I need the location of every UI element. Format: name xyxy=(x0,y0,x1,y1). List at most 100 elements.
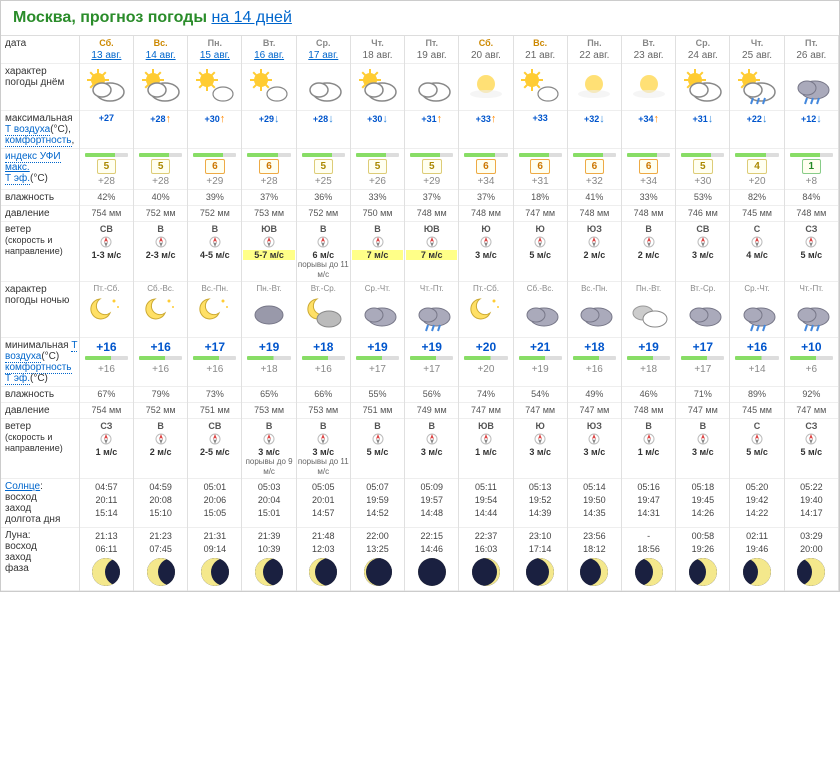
pressure-day: 750 мм xyxy=(350,206,404,222)
day-header[interactable]: Вт.16 авг. xyxy=(242,36,296,64)
humidity-night: 49% xyxy=(567,387,621,403)
tmax-cell: +28 xyxy=(296,111,350,149)
wind-day: В7 м/с xyxy=(350,222,404,282)
tmin-cell: +18+16 xyxy=(567,338,621,387)
humidity-night: 67% xyxy=(79,387,133,403)
row-label: Луна:восходзаходфаза xyxy=(1,528,79,590)
moon-phase-icon xyxy=(689,558,717,586)
tmax-cell: +29 xyxy=(242,111,296,149)
tmin-cell: +16+16 xyxy=(134,338,188,387)
day-weather-icon xyxy=(79,64,133,111)
wind-night: СЗ1 м/с xyxy=(79,419,133,479)
day-header[interactable]: Вс.14 авг. xyxy=(134,36,188,64)
day-header: Вт.23 авг. xyxy=(622,36,676,64)
day-weather-icon xyxy=(350,64,404,111)
tmin-cell: +19+18 xyxy=(622,338,676,387)
day-header: Пн.22 авг. xyxy=(567,36,621,64)
row-label: давление xyxy=(1,403,79,419)
hum-day-row: влажность42%40%39%37%36%33%37%37%18%41%3… xyxy=(1,190,839,206)
day-header[interactable]: Сб.13 авг. xyxy=(79,36,133,64)
wind-night: В3 м/с xyxy=(405,419,459,479)
day-header[interactable]: Ср.17 авг. xyxy=(296,36,350,64)
humidity-day: 37% xyxy=(242,190,296,206)
pressure-day: 754 мм xyxy=(79,206,133,222)
day-header: Пт.26 авг. xyxy=(784,36,838,64)
humidity-day: 40% xyxy=(134,190,188,206)
row-label: ветер(скорость и направление) xyxy=(1,419,79,479)
moon-times: 21:3910:39 xyxy=(242,528,296,590)
day-header[interactable]: Пн.15 авг. xyxy=(188,36,242,64)
pressure-day: 748 мм xyxy=(784,206,838,222)
night-weather-row: характер погоды ночьюПт.-Сб.Сб.-Вс.Вс.-П… xyxy=(1,282,839,338)
tmin-cell: +19+17 xyxy=(405,338,459,387)
forecast-label: прогноз погоды xyxy=(80,9,207,26)
moon-times: 21:2307:45 xyxy=(134,528,188,590)
wind-day: ЮВ7 м/с xyxy=(405,222,459,282)
humidity-night: 65% xyxy=(242,387,296,403)
sun-times: 05:1819:4514:26 xyxy=(676,479,730,528)
tmax-cell: +31 xyxy=(676,111,730,149)
moon-phase-icon xyxy=(201,558,229,586)
sun-times: 05:0120:0615:05 xyxy=(188,479,242,528)
day-header: Чт.25 авг. xyxy=(730,36,784,64)
tmax-cell: +32 xyxy=(567,111,621,149)
wind-day: СВ1-3 м/с xyxy=(79,222,133,282)
row-label: характер погоды днём xyxy=(1,64,79,111)
forecast-table: датаСб.13 авг.Вс.14 авг.Пн.15 авг.Вт.16 … xyxy=(1,36,839,591)
humidity-day: 18% xyxy=(513,190,567,206)
sun-times: 05:2219:4014:17 xyxy=(784,479,838,528)
wind-day: В4-5 м/с xyxy=(188,222,242,282)
night-weather: Вт.-Ср. xyxy=(296,282,350,338)
pressure-day: 747 мм xyxy=(513,206,567,222)
wind-night: СЗ5 м/с xyxy=(784,419,838,479)
pressure-night: 751 мм xyxy=(350,403,404,419)
humidity-night: 56% xyxy=(405,387,459,403)
day-weather-icon xyxy=(513,64,567,111)
moon-times: 22:0013:25 xyxy=(350,528,404,590)
day-weather-icon xyxy=(242,64,296,111)
tmax-cell: +31 xyxy=(405,111,459,149)
pres-night-row: давление754 мм752 мм751 мм753 мм753 мм75… xyxy=(1,403,839,419)
pressure-day: 748 мм xyxy=(459,206,513,222)
moon-phase-icon xyxy=(797,558,825,586)
day-weather-icon xyxy=(296,64,350,111)
humidity-night: 46% xyxy=(622,387,676,403)
night-weather: Пн.-Вт. xyxy=(242,282,296,338)
tmin-cell: +17+17 xyxy=(676,338,730,387)
uvi-cell: 6+34 xyxy=(622,149,676,190)
day-weather-icon xyxy=(784,64,838,111)
moon-phase-icon xyxy=(743,558,771,586)
uvi-cell: 6+31 xyxy=(513,149,567,190)
night-weather: Пн.-Вт. xyxy=(622,282,676,338)
pressure-night: 745 мм xyxy=(730,403,784,419)
day-weather-icon xyxy=(188,64,242,111)
humidity-night: 73% xyxy=(188,387,242,403)
wind-night: В1 м/с xyxy=(622,419,676,479)
wind-day: В2 м/с xyxy=(622,222,676,282)
day-weather-icon xyxy=(622,64,676,111)
humidity-day: 82% xyxy=(730,190,784,206)
moon-times: 23:5618:12 xyxy=(567,528,621,590)
period-link[interactable]: на 14 дней xyxy=(211,9,291,26)
wind-night: В2 м/с xyxy=(134,419,188,479)
day-weather-row: характер погоды днём xyxy=(1,64,839,111)
pressure-night: 747 мм xyxy=(567,403,621,419)
moon-times: 03:2920:00 xyxy=(784,528,838,590)
sun-times: 05:1619:4714:31 xyxy=(622,479,676,528)
uvi-cell: 6+34 xyxy=(459,149,513,190)
night-weather: Вс.-Пн. xyxy=(567,282,621,338)
humidity-night: 71% xyxy=(676,387,730,403)
moon-phase-icon xyxy=(92,558,120,586)
uvi-cell: 5+26 xyxy=(350,149,404,190)
pressure-night: 753 мм xyxy=(296,403,350,419)
night-weather: Ср.-Чт. xyxy=(730,282,784,338)
moon-phase-icon xyxy=(147,558,175,586)
sun-times: 05:0320:0415:01 xyxy=(242,479,296,528)
page-header: Москва, прогноз погоды на 14 дней xyxy=(1,1,839,36)
tmax-cell: +30 xyxy=(350,111,404,149)
row-label: индекс УФИ макс.Т эф.(°C) xyxy=(1,149,79,190)
moon-phase-icon xyxy=(526,558,554,586)
night-weather: Чт.-Пт. xyxy=(405,282,459,338)
wind-night: ЮВ1 м/с xyxy=(459,419,513,479)
uvi-cell: 6+32 xyxy=(567,149,621,190)
